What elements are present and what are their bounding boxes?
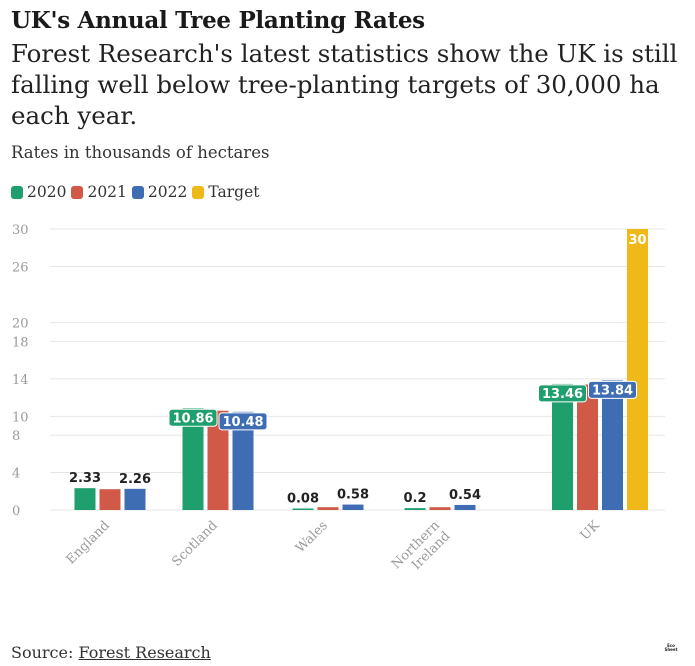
bar-uk-2021	[577, 384, 598, 510]
data-label-badge	[218, 412, 268, 431]
legend-label: 2021	[87, 183, 127, 201]
data-label: 30	[628, 233, 646, 248]
y-tick-label: 14	[12, 373, 29, 388]
bar-uk-2020	[552, 383, 573, 510]
legend-swatch	[131, 185, 144, 199]
x-tick-label-scotland: Scotland	[169, 518, 221, 570]
data-label: 0.08	[287, 492, 319, 507]
chart-title: UK's Annual Tree Planting Rates	[11, 7, 425, 34]
bar-england-2022	[124, 488, 146, 510]
x-tick-label-line: England	[63, 518, 112, 567]
legend-label: Target	[208, 183, 260, 201]
legend-item-2022: 2022	[131, 183, 188, 201]
source-line: Source: Forest Research	[11, 643, 211, 662]
x-tick-label-wales: Wales	[293, 518, 331, 556]
y-tick-label: 30	[12, 223, 29, 238]
x-tick-label-line: Wales	[293, 518, 331, 556]
legend-swatch	[11, 185, 23, 199]
data-label: 0.2	[403, 491, 426, 506]
legend-item-2021: 2021	[71, 183, 127, 201]
data-label: 2.33	[69, 471, 101, 486]
bar-scotland-2021	[207, 410, 229, 510]
legend-item-2020: 2020	[11, 183, 66, 201]
bar-wales-2022	[342, 504, 364, 510]
data-label-badge	[538, 384, 587, 403]
data-label: 10.86	[172, 411, 213, 426]
bar-northern-ireland-2021	[429, 507, 451, 510]
legend-item-target: Target	[192, 183, 259, 201]
data-label-badge	[588, 380, 637, 399]
source-label: Source:	[11, 643, 74, 662]
bar-wales-2021	[317, 507, 339, 510]
bar-wales-2020	[292, 508, 314, 510]
bar-northern-ireland-2022	[454, 504, 476, 510]
legend-swatch	[192, 185, 205, 199]
y-tick-label: 26	[12, 260, 29, 275]
data-label: 2.26	[119, 472, 151, 487]
y-tick-label: 18	[12, 335, 29, 350]
x-tick-label-line: UK	[578, 518, 603, 543]
data-label: 13.84	[592, 383, 633, 398]
x-tick-label-uk: UK	[578, 518, 603, 543]
data-label: 10.48	[222, 415, 263, 430]
bar-england-2020	[74, 488, 96, 510]
data-label: 0.54	[449, 488, 481, 503]
data-label-badge	[168, 408, 218, 427]
bar-chart: 0 4 8 10 14 18 20 26 30 2.33 2.26 10.86 10.48 0.08 0.5…	[12, 223, 665, 583]
chart-subtitle: Forest Research's latest statistics show…	[11, 39, 678, 130]
y-tick-label: 8	[12, 429, 20, 444]
legend-swatch	[71, 185, 84, 199]
data-label: 0.58	[337, 488, 369, 503]
bar-uk-2022	[602, 380, 623, 510]
source-link[interactable]: Forest Research	[78, 643, 211, 662]
legend: 2020 2021 2022 Target	[11, 183, 259, 201]
y-tick-label: 0	[12, 504, 20, 519]
units-note: Rates in thousands of hectares	[11, 143, 270, 162]
x-tick-label-line: Scotland	[169, 518, 221, 570]
publisher-logo: Eco Sheet	[664, 643, 678, 652]
legend-label: 2022	[147, 183, 188, 201]
bar-england-2021	[99, 489, 121, 510]
y-tick-label: 4	[12, 467, 20, 482]
bar-scotland-2020	[182, 408, 204, 510]
y-tick-label: 20	[12, 317, 29, 332]
x-tick-label-england: England	[63, 518, 112, 567]
bar-uk-target	[627, 229, 648, 510]
x-tick-label-northern-ireland: NorthernIreland	[389, 518, 454, 583]
legend-label: 2020	[27, 183, 67, 201]
y-tick-label: 10	[12, 410, 29, 425]
bar-scotland-2022	[232, 411, 254, 510]
data-label: 13.46	[542, 387, 583, 402]
bar-northern-ireland-2020	[404, 508, 426, 510]
